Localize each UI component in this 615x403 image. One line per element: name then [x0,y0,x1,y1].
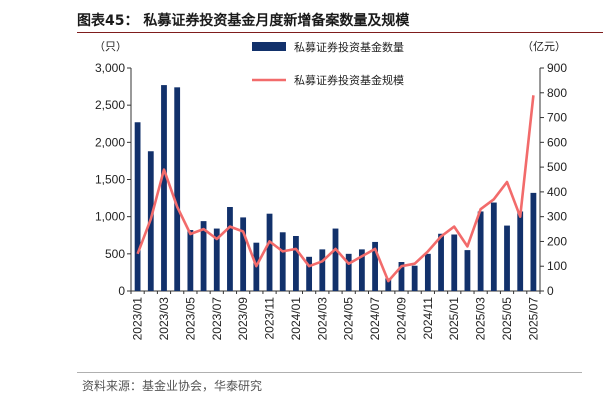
bar-2024/05 [345,253,352,291]
page-edge [603,0,615,403]
bar-2023/12 [279,232,286,291]
x-tick-label: 2023/07 [210,297,224,341]
bar-2024/04 [332,228,339,291]
x-tick-label: 2023/01 [131,297,145,341]
bar-2024/02 [306,256,313,291]
bar-2025/02 [464,250,471,291]
x-tick-label: 2025/03 [474,297,488,341]
x-tick-label: 2025/07 [526,297,540,341]
left-tick-label: 2,500 [95,98,125,112]
right-tick-label: 300 [547,210,567,224]
x-tick-label: 2024/07 [368,297,382,341]
left-tick-label: 500 [105,247,125,261]
left-unit-label: （只） [94,40,127,53]
footer-rule [77,372,582,373]
legend-swatch-bar [252,42,286,51]
legend-label-line: 私募证券投资基金规模 [294,73,404,87]
bar-2025/01 [451,234,458,291]
left-tick-label: 1,500 [95,173,125,187]
bar-2025/04 [490,202,497,291]
x-tick-label: 2024/11 [421,297,435,340]
source-note: 资料来源：基金业协会，华泰研究 [82,379,263,393]
bar-2024/01 [293,235,299,291]
right-unit-label: （亿元） [522,40,566,53]
x-tick-label: 2023/03 [157,297,171,341]
bar-2023/04 [174,87,181,292]
bar-2024/06 [358,249,365,291]
figure-title: 图表45： 私募证券投资基金月度新增备案数量及规模 [77,13,410,29]
right-tick-label: 700 [547,111,567,125]
bar-2023/06 [200,221,207,291]
x-tick-label: 2025/01 [447,297,461,341]
bar-2023/01 [134,122,141,291]
bar-2024/10 [411,265,418,291]
left-tick-label: 3,000 [95,61,125,75]
bar-2023/08 [227,207,233,291]
x-tick-label: 2024/09 [394,297,408,341]
x-tick-label: 2024/01 [289,297,303,341]
x-tick-label: 2023/05 [183,297,197,341]
bar-2023/09 [240,217,247,291]
bar-2025/06 [517,211,524,291]
right-tick-label: 200 [547,234,567,248]
right-tick-label: 800 [547,86,567,100]
bar-2024/11 [424,253,431,291]
legend-label-bar: 私募证券投资基金数量 [294,40,404,54]
x-tick-label: 2024/05 [342,297,356,341]
x-tick-label: 2023/09 [236,297,250,341]
right-tick-label: 400 [547,185,567,199]
right-tick-label: 0 [547,284,554,298]
bar-2025/03 [477,211,484,291]
title-rule [77,32,615,33]
bar-2024/07 [372,241,378,291]
left-tick-label: 1,000 [95,210,125,224]
bar-2023/07 [213,228,220,291]
bar-2024/03 [319,249,326,291]
x-tick-label: 2024/03 [315,297,329,341]
right-tick-label: 100 [547,259,567,273]
x-tick-label: 2025/05 [500,297,514,341]
left-tick-label: 0 [118,284,125,298]
bar-2023/11 [266,213,273,291]
left-tick-label: 2,000 [95,135,125,149]
bar-2024/09 [398,262,405,291]
bar-2025/05 [504,225,510,291]
x-tick-label: 2023/11 [263,297,277,340]
bar-2024/12 [438,233,444,291]
right-tick-label: 600 [547,135,567,149]
bar-2025/07 [530,192,537,291]
bar-2023/03 [161,85,167,291]
right-tick-label: 500 [547,160,567,174]
bar-2024/08 [385,278,392,291]
right-tick-label: 900 [547,61,567,75]
bar-2023/05 [187,230,194,291]
